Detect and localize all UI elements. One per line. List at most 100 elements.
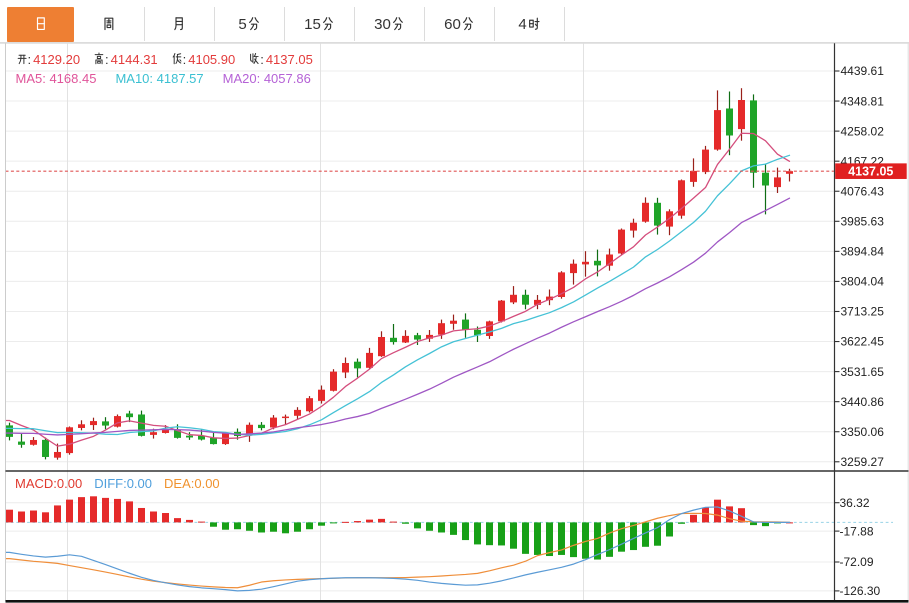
macd-histogram-bar: [198, 521, 205, 523]
tab-week[interactable]: [74, 7, 144, 42]
cjk-glyph-高: [94, 52, 104, 65]
tab-separator: [424, 7, 426, 41]
tab-60min[interactable]: 60: [424, 7, 494, 42]
macd-histogram-bar: [678, 522, 685, 524]
macd-histogram-bar: [414, 522, 421, 529]
cjk-glyph-分: [248, 16, 259, 30]
ohlc-value: 4129.20: [33, 51, 81, 67]
ma-item-ma10: MA10: 4187.57: [115, 71, 203, 86]
ma-value: 4187.57: [153, 70, 204, 86]
timeframe-tabbar: 5 15 30 60 4: [0, 0, 909, 43]
macd-histogram-bar: [78, 497, 85, 523]
candle-body-down: [6, 425, 13, 437]
ohlc-value: 4137.05: [265, 51, 313, 67]
tab-separator: [354, 7, 356, 41]
price-axis-label: 3259.27: [841, 455, 885, 469]
macd-histogram-bar: [402, 522, 409, 524]
macd-histogram-bar: [666, 522, 673, 537]
macd-axis-label: -72.09: [840, 555, 874, 569]
price-axis-label: 3350.06: [841, 425, 885, 439]
macd-indicator-label: MACD:: [15, 475, 57, 491]
candle-body-up: [246, 424, 253, 435]
candle-body-up: [690, 170, 697, 182]
macd-histogram-bar: [438, 522, 445, 533]
macd-histogram-bar: [126, 501, 133, 523]
tab-day[interactable]: [7, 7, 75, 42]
tab-month[interactable]: [144, 7, 214, 42]
candle-body-up: [426, 334, 433, 339]
price-axis-label: 3440.86: [841, 395, 885, 409]
macd-legend-item-macd: MACD:0.00: [15, 476, 82, 491]
candle-body-up: [570, 263, 577, 274]
macd-histogram-bar: [222, 522, 229, 530]
macd-histogram-bar: [450, 522, 457, 535]
macd-histogram-bar: [90, 496, 97, 523]
candle-body-up: [678, 180, 685, 216]
candle-body-up: [78, 424, 85, 428]
macd-histogram-bar: [114, 498, 121, 523]
candle-body-up: [702, 149, 709, 173]
price-axis-label: 3894.84: [841, 245, 885, 259]
price-axis-label: 4348.81: [841, 94, 885, 108]
tab-separator: [284, 7, 286, 41]
candle-body-up: [486, 321, 493, 336]
price-axis-label: 3713.25: [841, 305, 885, 319]
candle-body-down: [198, 435, 205, 440]
macd-histogram-bar: [510, 522, 517, 549]
macd-histogram-bar: [270, 522, 277, 532]
candle-body-up: [786, 171, 793, 174]
ohlc-label: :: [171, 52, 186, 67]
ma10-line: [4, 154, 791, 436]
price-axis-label: 3622.45: [841, 335, 885, 349]
candle-body-up: [606, 254, 613, 266]
ma-item-ma20: MA20: 4057.86: [223, 71, 311, 86]
candle-body-up: [162, 429, 169, 433]
macd-histogram-bar: [762, 522, 769, 527]
candle-body-down: [18, 441, 25, 445]
ma20-line: [4, 197, 791, 436]
macd-histogram-bar: [30, 510, 37, 523]
cjk-glyph-周: [104, 17, 114, 30]
cjk-glyph-日: [36, 16, 45, 30]
candle-body-up: [774, 177, 781, 188]
tab-4hour[interactable]: 4: [494, 7, 564, 42]
cjk-glyph-低: [172, 52, 182, 65]
macd-histogram-bar: [522, 522, 529, 554]
macd-histogram-bar: [210, 522, 217, 527]
macd-histogram-bar: [618, 522, 625, 552]
macd-histogram-bar: [486, 522, 493, 546]
macd-histogram-bar: [582, 522, 589, 559]
candle-body-up: [294, 409, 301, 416]
candle-body-up: [438, 323, 445, 335]
macd-histogram-bar: [558, 522, 565, 555]
macd-histogram-bar: [306, 522, 313, 530]
tab-30min[interactable]: 30: [354, 7, 424, 42]
macd-histogram-bar: [702, 507, 709, 523]
candle-body-up: [342, 362, 349, 373]
macd-histogram-bar: [390, 521, 397, 523]
macd-histogram-bar: [426, 522, 433, 531]
candle-body-down: [522, 294, 529, 305]
macd-histogram-bar: [18, 511, 25, 523]
macd-histogram-bar: [654, 522, 661, 546]
macd-histogram-bar: [738, 508, 745, 523]
ma-value: 4057.86: [260, 70, 311, 86]
macd-histogram-bar: [750, 522, 757, 526]
candle-body-up: [54, 451, 61, 458]
candle-body-up: [642, 202, 649, 222]
ohlc-item-open: :4129.20: [16, 51, 81, 67]
macd-legend: MACD:0.00 DIFF:0.00 DEA:0.00: [15, 476, 232, 491]
ohlc-item-close: :4137.05: [248, 52, 313, 67]
macd-indicator-value: 0.00: [126, 475, 153, 491]
tab-5min[interactable]: 5: [214, 7, 284, 42]
ma-label: MA10:: [115, 70, 154, 86]
macd-histogram-bar: [570, 522, 577, 558]
candle-body-down: [762, 172, 769, 186]
macd-histogram-bar: [726, 506, 733, 523]
tab-15min[interactable]: 15: [284, 7, 354, 42]
candle-body-down: [414, 335, 421, 340]
macd-histogram-bar: [150, 511, 157, 523]
diff-line: [4, 506, 791, 592]
macd-histogram-bar: [714, 499, 721, 523]
